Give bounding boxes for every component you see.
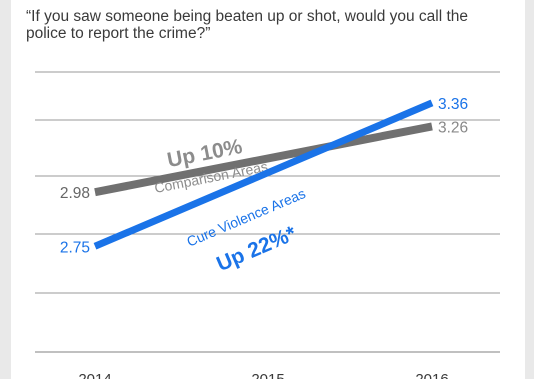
x-tick-label: 2016 (415, 371, 448, 379)
chart-title: “If you saw someone being beaten up or s… (26, 8, 469, 42)
x-tick-label: 2014 (78, 371, 111, 379)
value-label-end-comparison: 3.26 (438, 119, 468, 136)
value-label-start-cure_violence: 2.75 (60, 239, 90, 256)
series-line-comparison (94, 122, 433, 197)
x-tick-label: 2015 (251, 371, 284, 379)
value-label-start-comparison: 2.98 (60, 185, 90, 202)
series-line-cure_violence (93, 99, 434, 250)
value-label-end-cure_violence: 3.36 (438, 96, 468, 113)
